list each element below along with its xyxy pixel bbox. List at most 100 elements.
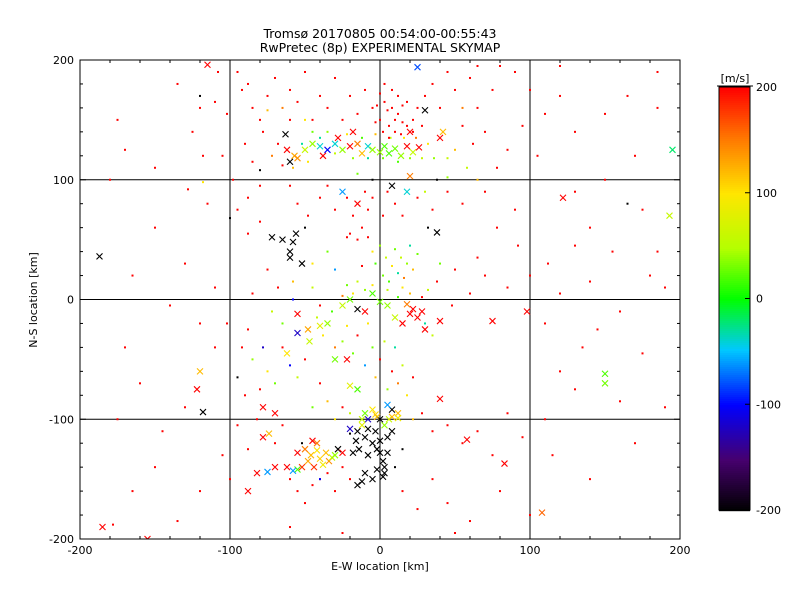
data-point-cross bbox=[99, 523, 106, 531]
colorbar-band bbox=[719, 257, 750, 260]
data-point-cross bbox=[489, 317, 496, 325]
data-point-dot bbox=[229, 217, 231, 220]
colorbar-band bbox=[719, 381, 750, 384]
data-point-dot bbox=[382, 157, 384, 160]
data-point-dot bbox=[289, 118, 291, 121]
colorbar-band bbox=[719, 181, 750, 184]
data-point-dot bbox=[388, 280, 390, 283]
colorbar-tick-label: 200 bbox=[756, 81, 777, 94]
colorbar-band bbox=[719, 331, 750, 334]
data-point-dot bbox=[356, 280, 359, 283]
data-point-dot bbox=[436, 280, 438, 283]
data-point-dot bbox=[289, 526, 291, 529]
data-point-dot bbox=[506, 148, 509, 151]
colorbar-band bbox=[719, 413, 750, 416]
colorbar-band bbox=[719, 107, 750, 110]
colorbar-band bbox=[719, 187, 750, 190]
data-point-cross bbox=[286, 158, 294, 166]
colorbar-band bbox=[719, 161, 750, 164]
data-point-dot bbox=[304, 502, 306, 505]
x-tick-label: 0 bbox=[377, 544, 384, 557]
data-point-dot bbox=[559, 292, 561, 295]
data-point-cross bbox=[271, 409, 279, 417]
x-tick-label: -200 bbox=[68, 544, 93, 557]
colorbar-tick-label: 100 bbox=[756, 187, 777, 200]
data-point-dot bbox=[289, 88, 291, 91]
data-point-cross bbox=[289, 238, 297, 246]
colorbar-band bbox=[719, 403, 750, 406]
colorbar-gradient bbox=[719, 87, 750, 512]
colorbar-band bbox=[719, 121, 750, 124]
colorbar-band bbox=[719, 175, 750, 178]
colorbar-band bbox=[719, 171, 750, 174]
data-point-dot bbox=[296, 376, 299, 379]
colorbar-band bbox=[719, 269, 750, 272]
data-point-dot bbox=[124, 148, 126, 151]
data-point-dot bbox=[446, 424, 449, 427]
data-point-dot bbox=[412, 130, 414, 133]
data-point-dot bbox=[389, 136, 392, 139]
data-point-dot bbox=[574, 190, 576, 193]
data-point-dot bbox=[466, 166, 468, 169]
data-point-dot bbox=[454, 148, 456, 151]
data-point-cross bbox=[421, 106, 429, 114]
data-point-dot bbox=[383, 100, 386, 103]
colorbar-band bbox=[719, 335, 750, 338]
data-point-dot bbox=[421, 157, 423, 160]
data-point-dot bbox=[400, 133, 402, 136]
data-point-dot bbox=[352, 157, 354, 160]
data-point-cross bbox=[406, 172, 414, 180]
data-point-dot bbox=[349, 478, 351, 481]
data-point-cross bbox=[354, 200, 361, 208]
data-point-dot bbox=[296, 490, 299, 493]
data-point-dot bbox=[376, 104, 378, 107]
colorbar-band bbox=[719, 173, 750, 176]
colorbar-band bbox=[719, 131, 750, 134]
data-point-dot bbox=[367, 236, 369, 239]
data-point-dot bbox=[199, 490, 201, 493]
colorbar-band bbox=[719, 237, 750, 240]
data-point-dot bbox=[431, 430, 434, 433]
data-point-dot bbox=[427, 142, 429, 145]
colorbar-band bbox=[719, 317, 750, 320]
data-point-cross bbox=[381, 463, 388, 471]
data-point-dot bbox=[403, 136, 405, 139]
data-point-dot bbox=[331, 310, 333, 313]
data-point-dot bbox=[112, 523, 114, 526]
data-point-cross bbox=[358, 421, 366, 429]
colorbar-band bbox=[719, 325, 750, 328]
data-point-cross bbox=[301, 445, 309, 453]
colorbar-band bbox=[719, 479, 750, 482]
data-point-cross bbox=[384, 302, 391, 309]
x-tick-label: 200 bbox=[670, 544, 691, 557]
data-point-cross bbox=[204, 61, 211, 69]
colorbar-band bbox=[719, 233, 750, 236]
data-point-cross bbox=[319, 461, 327, 469]
colorbar-band bbox=[719, 495, 750, 498]
data-point-cross bbox=[346, 142, 354, 150]
data-point-cross bbox=[343, 355, 351, 363]
chart-subtitle: RwPretec (8p) EXPERIMENTAL SKYMAP bbox=[260, 40, 501, 55]
colorbar-band bbox=[719, 241, 750, 244]
data-point-dot bbox=[154, 466, 156, 469]
data-point-cross bbox=[294, 310, 301, 318]
data-point-cross bbox=[313, 439, 321, 447]
data-point-dot bbox=[296, 202, 299, 205]
colorbar-band bbox=[719, 145, 750, 148]
data-point-cross bbox=[421, 326, 429, 333]
data-point-dot bbox=[427, 226, 429, 229]
data-point-cross bbox=[361, 409, 369, 417]
colorbar-band bbox=[719, 159, 750, 162]
colorbar-band bbox=[719, 407, 750, 410]
colorbar-band bbox=[719, 147, 750, 150]
data-point-cross bbox=[436, 134, 444, 142]
colorbar-band bbox=[719, 123, 750, 126]
colorbar-band bbox=[719, 377, 750, 380]
colorbar-band bbox=[719, 505, 750, 508]
data-point-cross bbox=[354, 385, 361, 393]
data-point-dot bbox=[356, 238, 359, 241]
data-point-dot bbox=[352, 214, 354, 217]
colorbar-band bbox=[719, 273, 750, 276]
colorbar-band bbox=[719, 499, 750, 502]
colorbar-band bbox=[719, 291, 750, 294]
